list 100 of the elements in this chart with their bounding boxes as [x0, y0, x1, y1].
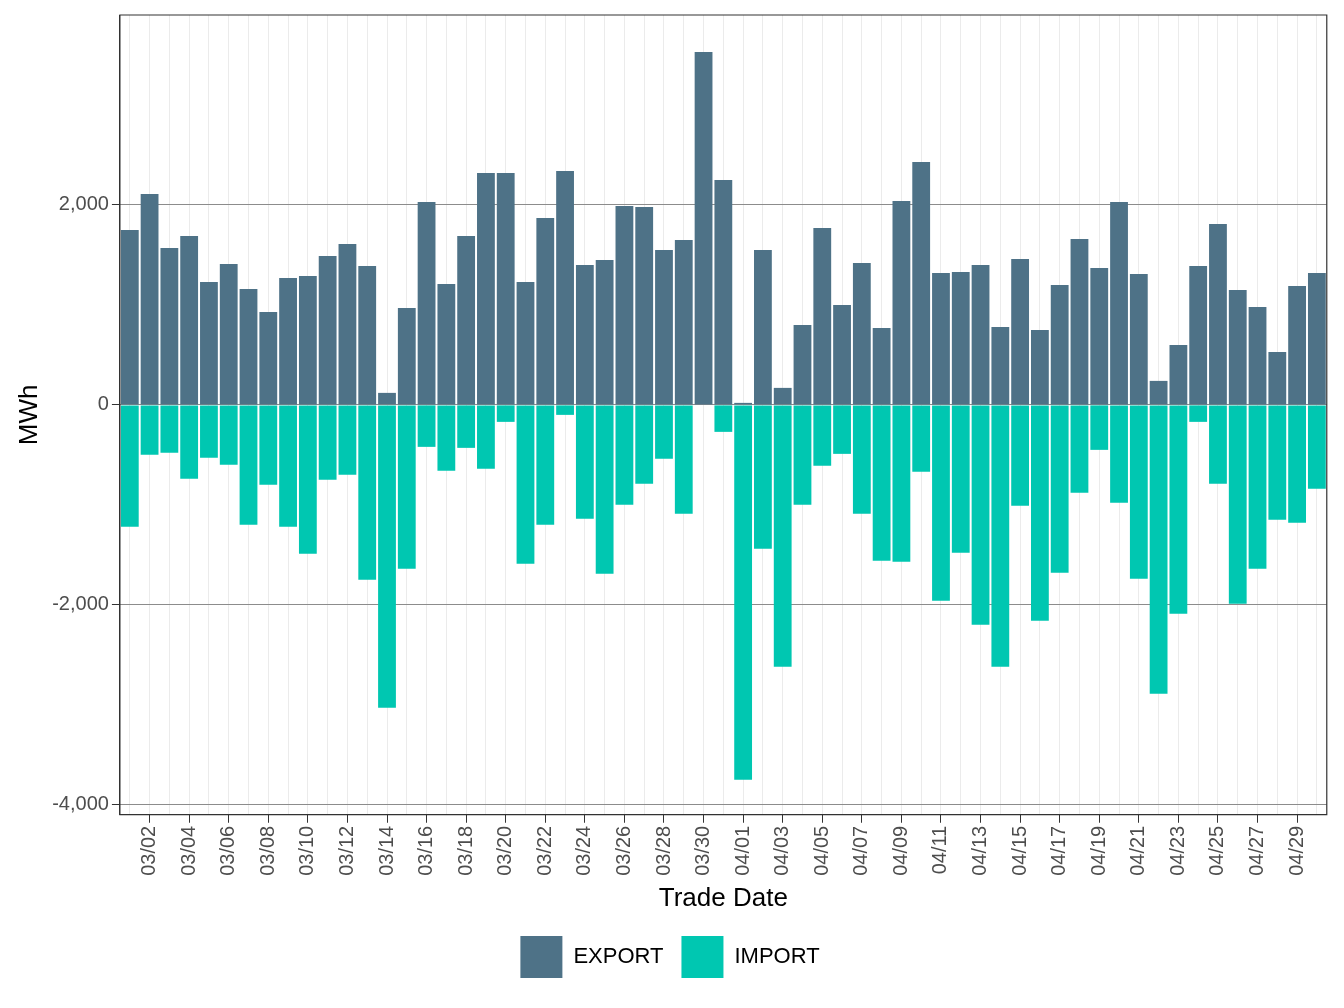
bar [1268, 351, 1287, 405]
bar [417, 405, 436, 447]
x-tick-label: 03/26 [611, 825, 634, 876]
bar [793, 324, 812, 405]
bar [1228, 289, 1247, 405]
bar [180, 235, 199, 405]
x-tick-label: 04/01 [730, 825, 753, 876]
bar [378, 405, 396, 708]
bar [496, 172, 515, 405]
bar [595, 405, 614, 574]
x-tick-label: 04/19 [1086, 825, 1109, 876]
x-tick-label: 04/27 [1245, 825, 1268, 876]
bar [1189, 265, 1208, 405]
x-tick-label: 03/06 [216, 825, 239, 876]
bar [318, 405, 337, 480]
bar [991, 405, 1010, 667]
x-tick-label: 04/09 [888, 825, 911, 876]
bar [892, 405, 911, 562]
bar [298, 405, 317, 554]
bar [1050, 284, 1069, 405]
bar [1307, 405, 1326, 489]
x-tick-label: 03/10 [295, 825, 318, 876]
bar [1070, 405, 1089, 493]
legend-label: IMPORT [734, 943, 820, 969]
bar [1011, 405, 1030, 506]
bar [635, 405, 654, 484]
bar [575, 264, 594, 405]
bar [754, 249, 772, 405]
bar [674, 239, 693, 405]
bar [872, 327, 891, 405]
bar [397, 405, 416, 569]
bar [595, 259, 614, 405]
bar [358, 265, 377, 405]
bar [1288, 405, 1306, 523]
bar [437, 283, 456, 405]
bar [219, 405, 238, 465]
bar [912, 405, 931, 472]
bar [259, 311, 278, 405]
bar [298, 275, 317, 405]
x-tick-label: 03/04 [176, 825, 199, 876]
x-tick-label: 03/14 [374, 825, 397, 876]
bar [160, 405, 179, 453]
x-tick-label: 03/20 [493, 825, 516, 876]
y-tick-label: -2,000 [52, 592, 109, 615]
bar [1209, 405, 1227, 484]
bar [852, 262, 871, 405]
bar [140, 405, 159, 455]
x-tick-label: 04/17 [1047, 825, 1070, 876]
x-tick-label: 03/22 [532, 825, 555, 876]
bar [279, 405, 297, 527]
x-tick-label: 04/13 [968, 825, 991, 876]
bar [1070, 238, 1089, 405]
bar [1209, 223, 1227, 405]
bar [120, 405, 139, 527]
x-tick-label: 04/15 [1007, 825, 1030, 876]
bar [971, 264, 990, 405]
bar [813, 227, 832, 405]
bar [575, 405, 594, 519]
bar [1248, 405, 1267, 569]
bar [239, 288, 258, 405]
bar [1248, 306, 1267, 405]
bar [200, 281, 218, 405]
bar [833, 405, 851, 454]
bar [120, 229, 139, 405]
bar [1129, 405, 1148, 579]
bar [239, 405, 258, 525]
bar [615, 205, 634, 405]
bar [635, 206, 654, 405]
bar [793, 405, 812, 505]
bar [773, 405, 792, 667]
bar [279, 277, 297, 405]
x-tick-label: 03/28 [651, 825, 674, 876]
bar [516, 405, 535, 564]
bar [437, 405, 456, 471]
bar [694, 51, 713, 405]
bar [140, 193, 159, 405]
bar [496, 405, 515, 422]
bar [536, 217, 555, 405]
bar [1129, 273, 1148, 405]
bar [833, 304, 851, 405]
bar [516, 281, 535, 405]
x-tick-label: 03/24 [572, 825, 595, 876]
bar [813, 405, 832, 466]
bar [1189, 405, 1208, 422]
bar [1090, 405, 1109, 450]
bar [1228, 405, 1247, 604]
legend-label: EXPORT [573, 943, 664, 969]
bar [556, 405, 574, 415]
x-tick-label: 04/07 [849, 825, 872, 876]
bar [714, 405, 733, 432]
bar [1011, 258, 1030, 405]
x-tick-label: 04/29 [1284, 825, 1307, 876]
x-tick-label: 03/02 [137, 825, 160, 876]
bar [338, 405, 357, 475]
y-tick-label: 0 [97, 392, 109, 415]
bar [556, 170, 574, 405]
y-tick-label: -4,000 [52, 792, 109, 815]
bar [477, 172, 495, 405]
x-tick-label: 03/18 [453, 825, 476, 876]
x-tick-label: 04/03 [770, 825, 793, 876]
